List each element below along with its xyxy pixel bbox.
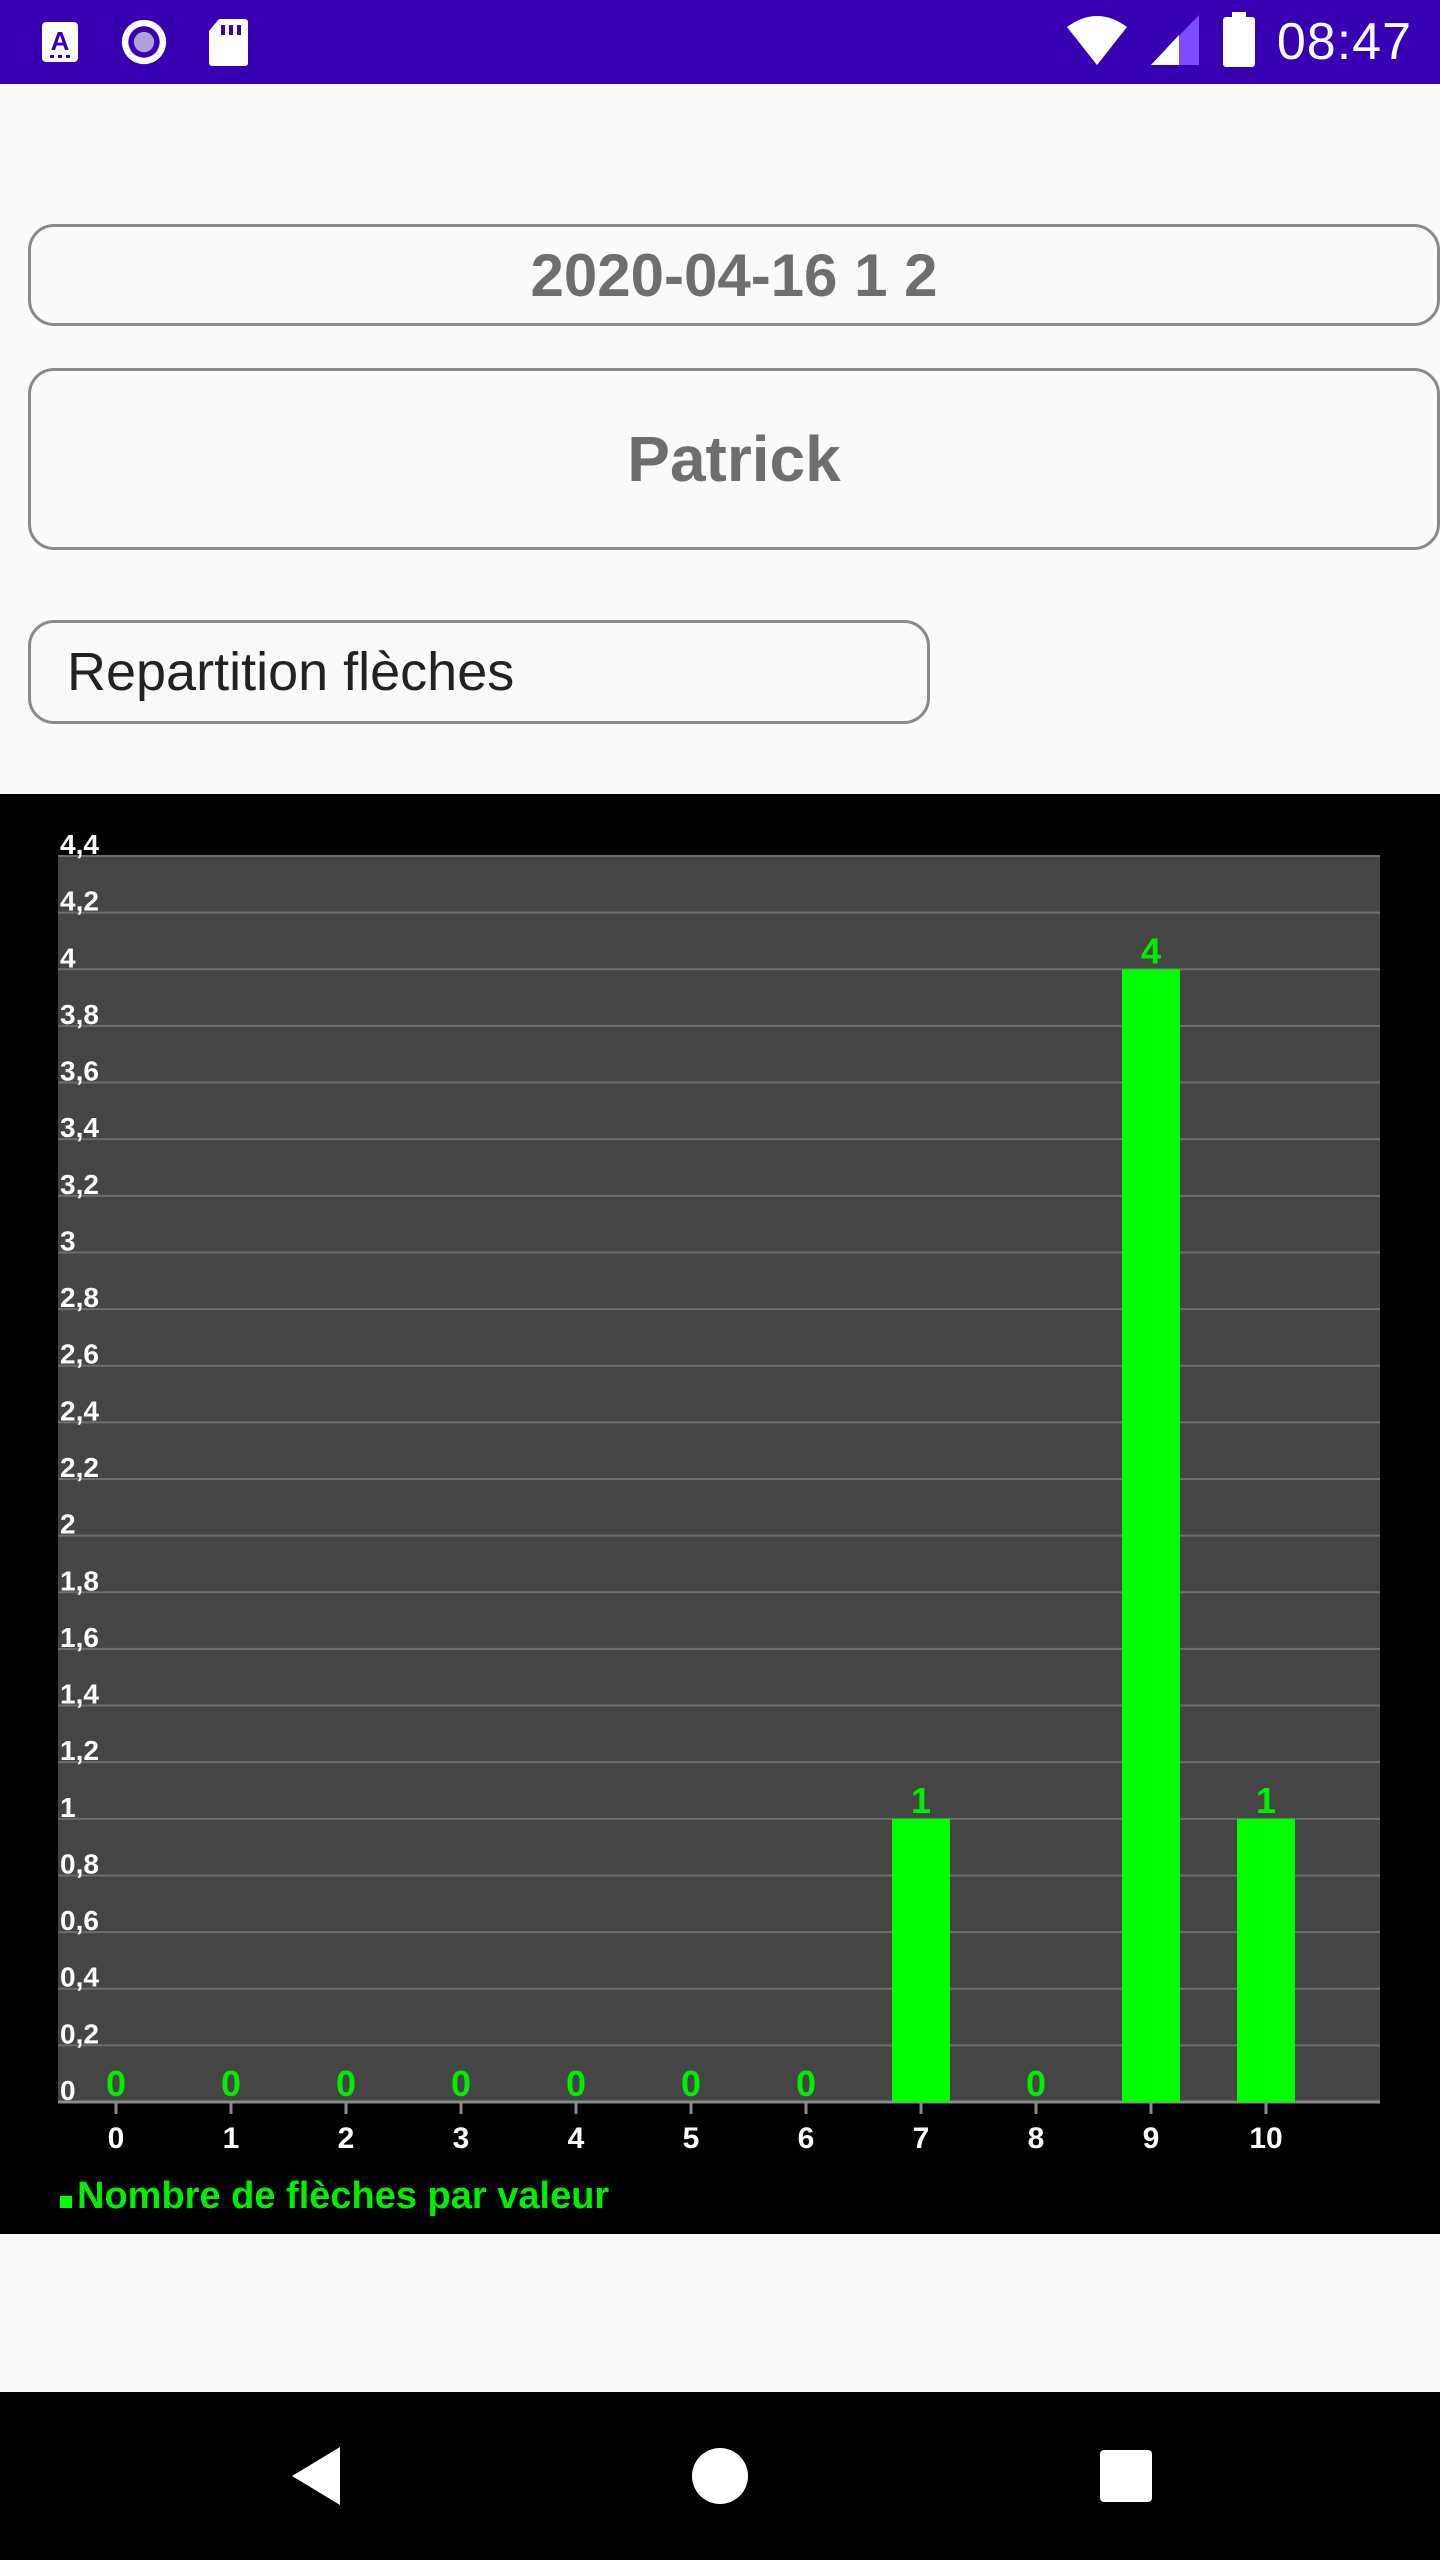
chart-canvas: 00,20,40,60,811,21,41,61,822,22,42,62,83… — [58, 829, 1380, 2217]
data-label: 0 — [336, 2063, 356, 2104]
navigation-bar — [0, 2392, 1440, 2560]
data-label: 0 — [451, 2063, 471, 2104]
y-tick-label: 0,8 — [60, 1848, 99, 1879]
bar — [892, 1818, 950, 2102]
legend-swatch — [60, 2196, 72, 2208]
y-tick-label: 0,6 — [60, 1905, 99, 1936]
x-tick-label: 1 — [223, 2122, 240, 2155]
y-tick-label: 3,2 — [60, 1169, 99, 1200]
date-session-field[interactable]: 2020-04-16 1 2 — [28, 224, 1440, 326]
signal-icon — [1149, 13, 1201, 72]
x-tick-label: 10 — [1249, 2122, 1282, 2155]
status-bar: A — [0, 0, 1440, 84]
record-icon — [120, 18, 168, 66]
data-label: 4 — [1141, 930, 1161, 971]
x-tick-label: 9 — [1143, 2122, 1160, 2155]
y-tick-label: 4,4 — [60, 829, 99, 860]
x-tick-label: 4 — [568, 2122, 585, 2155]
y-tick-label: 3,8 — [60, 999, 99, 1030]
y-tick-label: 0,2 — [60, 2018, 99, 2049]
legend-label: Nombre de flèches par valeur — [77, 2175, 609, 2217]
recents-icon[interactable] — [1076, 2426, 1176, 2526]
y-tick-label: 2 — [60, 1509, 76, 1540]
x-tick-label: 7 — [913, 2122, 930, 2155]
bar — [1122, 969, 1180, 2102]
bar — [1237, 1818, 1295, 2102]
data-label: 0 — [681, 2063, 701, 2104]
x-tick-label: 0 — [108, 2122, 125, 2155]
battery-icon — [1221, 11, 1257, 73]
archer-name-field[interactable]: Patrick — [28, 368, 1440, 550]
y-tick-label: 3,4 — [60, 1112, 99, 1143]
bar-chart: 0 0,2 0,4 0,6 0,8 1 1,2 1,4 1,6 1,8 2 2,2 2,4 2,6 2,8 3… — [0, 794, 1440, 2234]
a-notification-icon: A — [36, 18, 84, 66]
clock: 08:47 — [1276, 13, 1412, 71]
data-label: 1 — [1256, 1780, 1276, 1821]
svg-text:A: A — [51, 26, 70, 56]
x-tick-label: 3 — [453, 2122, 470, 2155]
y-tick-label: 2,4 — [60, 1395, 99, 1426]
y-tick-label: 3,6 — [60, 1056, 99, 1087]
y-tick-label: 3 — [60, 1225, 76, 1256]
y-tick-label: 1,2 — [60, 1735, 99, 1766]
y-tick-label: 2,6 — [60, 1339, 99, 1370]
x-tick-label: 2 — [338, 2122, 355, 2155]
home-icon[interactable] — [670, 2426, 770, 2526]
y-tick-label: 1 — [60, 1792, 76, 1823]
chart-type-select[interactable]: Repartition flèches — [28, 620, 930, 724]
wifi-icon — [1065, 13, 1129, 72]
data-label: 0 — [1026, 2063, 1046, 2104]
data-label: 0 — [796, 2063, 816, 2104]
x-tick-label: 6 — [798, 2122, 815, 2155]
notification-icons: A — [36, 12, 252, 72]
y-tick-label: 4 — [60, 942, 76, 973]
y-tick-label: 1,6 — [60, 1622, 99, 1653]
data-label: 1 — [911, 1780, 931, 1821]
y-tick-label: 1,4 — [60, 1679, 99, 1710]
y-tick-label: 0 — [60, 2075, 76, 2106]
data-label: 0 — [221, 2063, 241, 2104]
back-icon[interactable] — [266, 2426, 366, 2526]
y-tick-label: 2,2 — [60, 1452, 99, 1483]
y-tick-label: 2,8 — [60, 1282, 99, 1313]
data-label: 0 — [106, 2063, 126, 2104]
x-tick-label: 5 — [683, 2122, 700, 2155]
y-tick-label: 4,2 — [60, 886, 99, 917]
x-tick-label: 8 — [1028, 2122, 1045, 2155]
system-indicators: 08:47 — [1065, 8, 1412, 76]
y-tick-label: 1,8 — [60, 1565, 99, 1596]
y-tick-label: 0,4 — [60, 1962, 99, 1993]
data-label: 0 — [566, 2063, 586, 2104]
sd-card-icon — [204, 18, 252, 66]
